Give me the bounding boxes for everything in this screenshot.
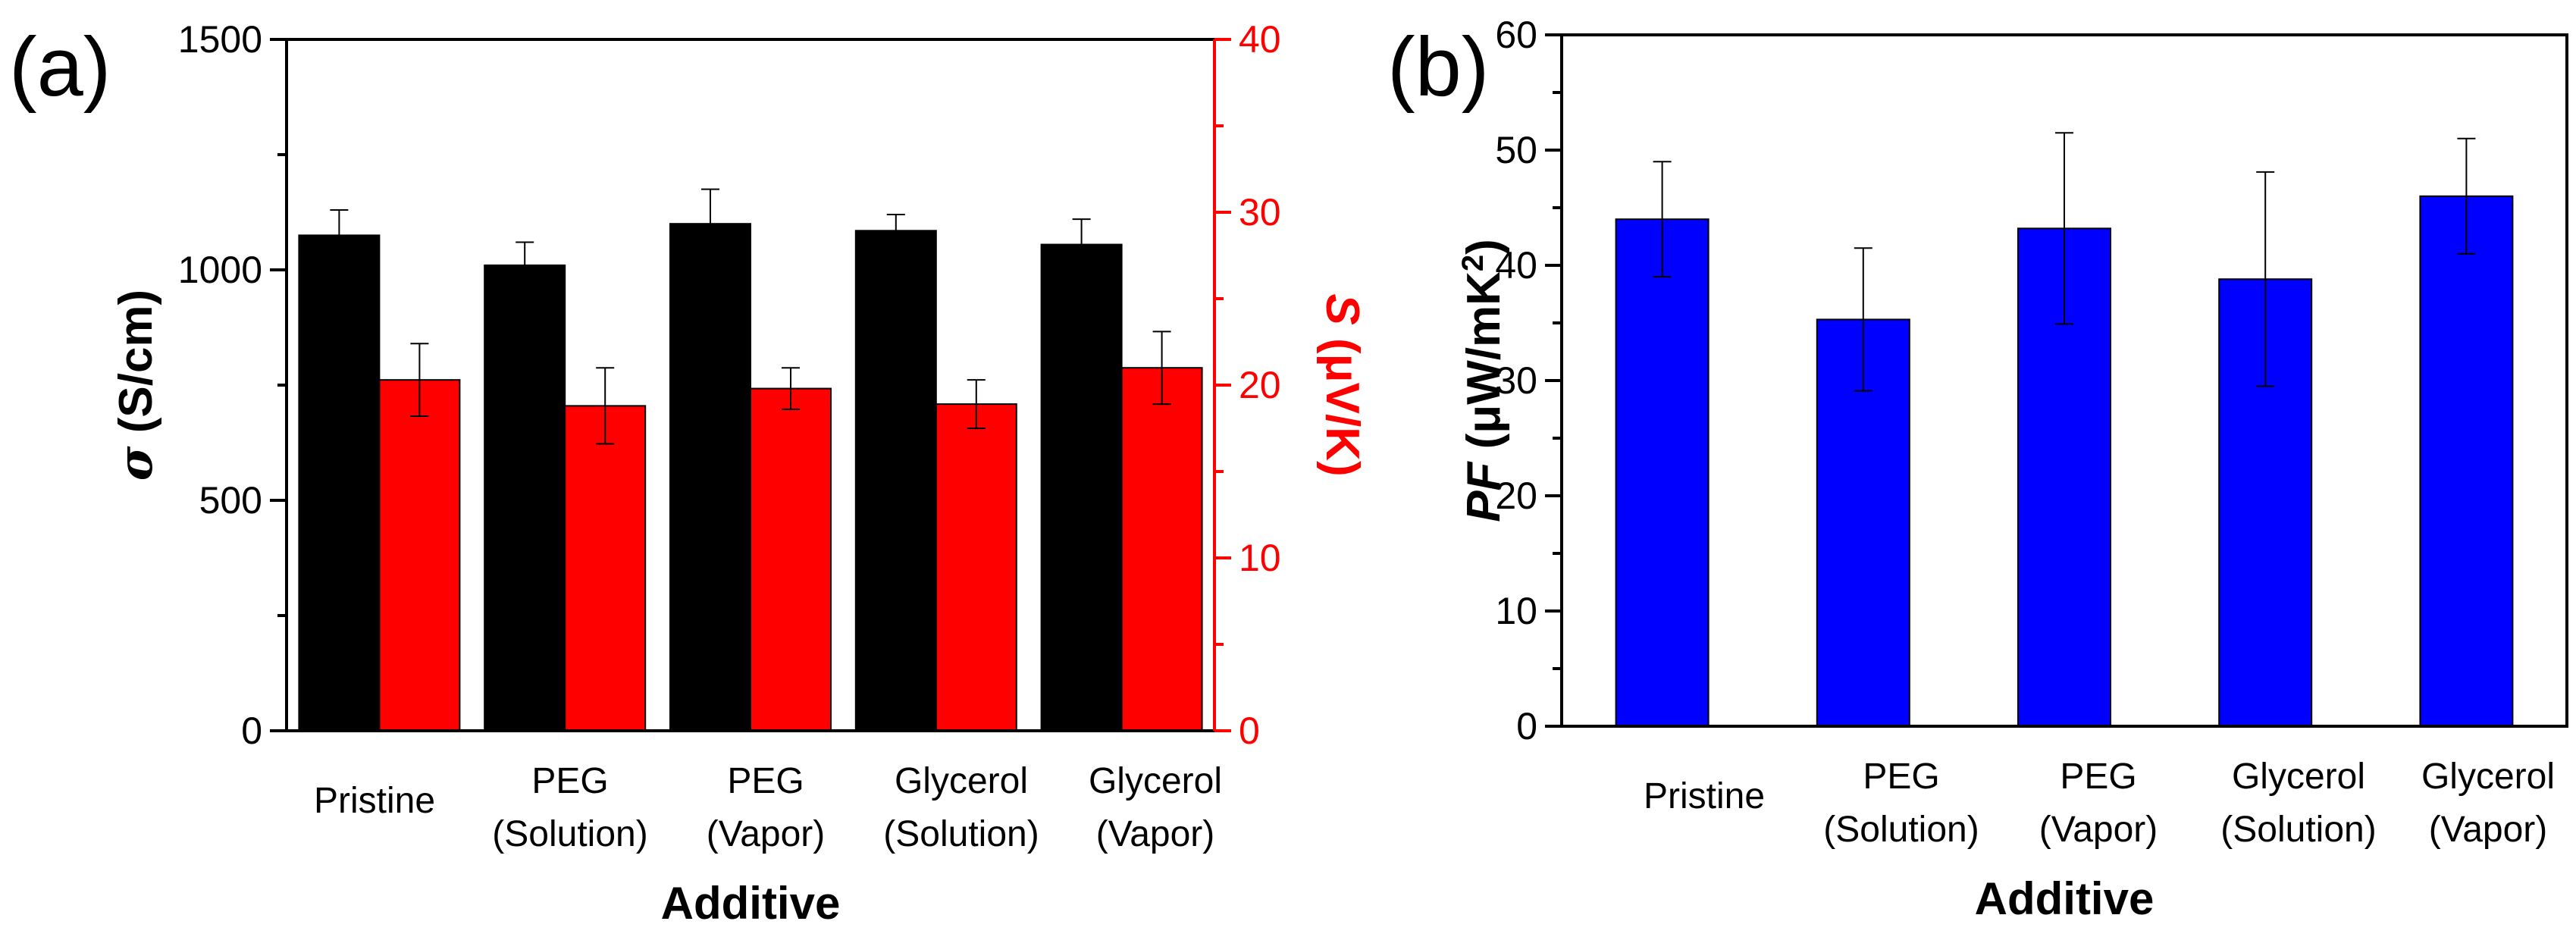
panel-a-right-axis-unit: (μV/K) [1316,325,1368,477]
panel-a-right-axis-tick-label: 30 [1239,191,1281,233]
panel-a-bar-σ [1040,243,1123,732]
panel-b-left-axis-tick-label: 20 [1495,475,1537,517]
panel-b-bars [1615,195,2514,727]
panel-b-left-axis-unit-superscript: 2 [1456,255,1490,271]
panel-a-bar-σ [669,223,751,732]
panel-a-category-label: Pristine [314,781,435,821]
panel-b-category-line: (Vapor) [2039,810,2158,850]
panel-b-x-axis-title: Additive [1975,873,2155,924]
panel-b-category-label: Glycerol (Solution) [2220,757,2376,850]
panel-a-bar-S [378,379,461,732]
panel-a-error-bars [330,188,1171,445]
panel-a-right-axis-tick-label: 20 [1239,364,1281,406]
panel-a-category-line: (Vapor) [707,814,826,854]
panel-a-category-line: Glycerol [895,761,1028,801]
panel-b-category-line: (Vapor) [2429,810,2548,850]
panel-a-bar-S [564,405,647,732]
panel-b-left-axis-tick-label: 50 [1495,129,1537,171]
panel-a-x-categories: Pristine PEG (Solution) PEG (Vapor) Glycerol (… [314,761,1222,854]
panel-a: (a) 0 500 1000 1500 0 10 20 30 40 Pristine PEG (S… [9,18,1368,929]
panel-b-category-line: (Solution) [2220,810,2376,850]
panel-a-right-axis-tick-label: 40 [1239,18,1281,61]
panel-a-left-axis-title: σ (S/cm) [108,290,163,481]
panel-a-category-line: (Vapor) [1096,814,1215,854]
panel-a-left-axis-tick-label: 1000 [178,249,262,291]
panel-b-left-axis-tick-label: 10 [1495,590,1537,632]
panel-a-category-label: Glycerol (Solution) [883,761,1039,854]
panel-b-category-label: Pristine [1644,776,1765,816]
panel-a-category-line: (Solution) [492,814,647,854]
panel-a-right-axis-title: S (μV/K) [1316,293,1368,476]
panel-b-bar-PF [2419,195,2514,727]
panel-a-bars [298,223,1203,732]
panel-a-left-axis-tick-label: 500 [199,479,262,522]
panel-b-left-axis-tick-label: 0 [1516,705,1537,747]
panel-a-category-line: (Solution) [883,814,1039,854]
panel-a-left-axis-symbol: σ [108,446,163,481]
panel-b-bar-PF [1615,218,1709,727]
panel-b-left-axis: 0 10 20 30 40 50 60 [1495,14,1562,747]
panel-b-category-label: PEG (Solution) [1823,757,1979,850]
panel-a-bar-S [750,387,832,732]
panel-b-label: (b) [1387,20,1489,114]
panel-b-category-line: Glycerol [2232,757,2365,797]
panel-a-x-axis-title: Additive [661,878,841,929]
panel-b-category-line: PEG [2060,757,2136,797]
panel-b-category-label: Glycerol (Vapor) [2421,757,2555,850]
panel-a-right-axis-symbol: S [1316,293,1368,324]
panel-b-left-axis-symbol: PF [1458,460,1510,522]
panel-b-category-line: (Solution) [1823,810,1979,850]
panel-b-left-axis-tick-label: 40 [1495,244,1537,287]
panel-a-left-axis-unit: (S/cm) [110,290,162,446]
panel-b-left-axis-title: PF (μW/mK2) [1456,239,1510,522]
panel-b-category-line: Pristine [1644,776,1765,816]
panel-a-bar-S [935,403,1017,732]
panel-a-category-label: PEG (Vapor) [707,761,826,854]
panel-b-left-axis-unit-close: ) [1458,239,1510,255]
panel-b-error-bars [1653,132,2476,392]
panel-b-category-line: Glycerol [2421,757,2555,797]
panel-b-x-categories: Pristine PEG (Solution) PEG (Vapor) Glycerol (… [1644,757,2555,850]
panel-a-left-axis-tick-label: 0 [241,710,262,752]
panel-a-right-axis-tick-label: 10 [1239,537,1281,579]
panel-a-category-label: PEG (Solution) [492,761,647,854]
panel-a-bar-σ [854,230,937,732]
panel-a-label: (a) [9,20,111,114]
panel-b-category-line: PEG [1863,757,1939,797]
panel-a-category-label: Glycerol (Vapor) [1089,761,1222,854]
panel-a-category-line: PEG [531,761,608,801]
panel-b-left-axis-tick-label: 30 [1495,359,1537,402]
panel-a-left-axis-tick-label: 1500 [178,18,262,61]
panel-b-category-label: PEG (Vapor) [2039,757,2158,850]
panel-a-left-axis: 0 500 1000 1500 [178,18,287,752]
panel-b-left-axis-unit: (μW/mK [1458,271,1510,462]
panel-a-category-line: Glycerol [1089,761,1222,801]
panel-a-bar-σ [298,234,381,732]
panel-a-bar-S [1120,367,1203,732]
panel-a-right-axis: 0 10 20 30 40 [1213,18,1281,752]
panel-a-category-line: Pristine [314,781,435,821]
panel-a-right-axis-tick-label: 0 [1239,710,1260,752]
panel-a-bar-σ [484,264,566,732]
panel-b-left-axis-tick-label: 60 [1495,14,1537,56]
panel-a-category-line: PEG [727,761,804,801]
